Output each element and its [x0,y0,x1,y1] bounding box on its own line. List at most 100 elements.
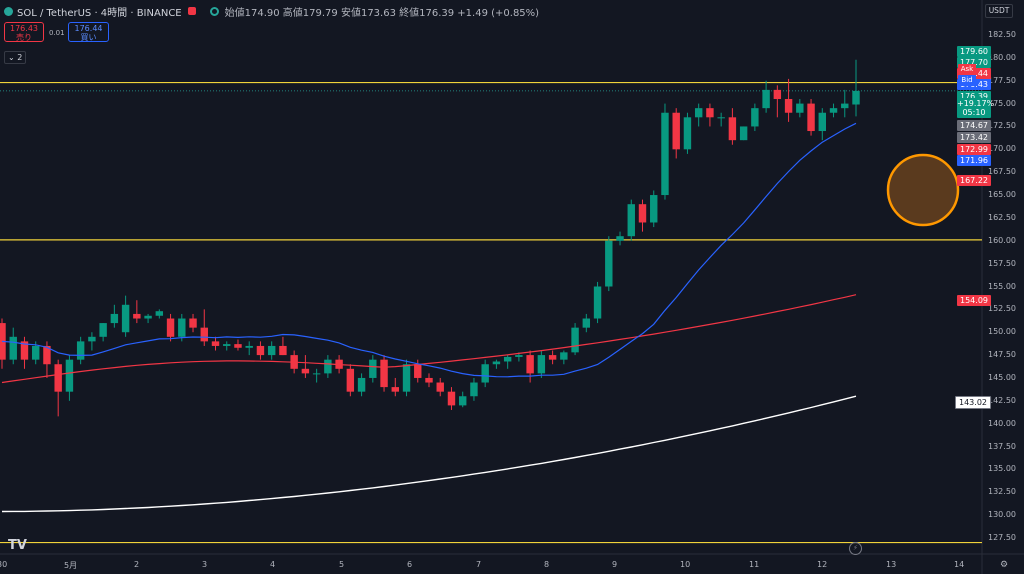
candle [279,345,287,356]
y-tick-label: 182.50 [988,30,1016,39]
x-tick-label: 14 [954,560,965,569]
candle [470,382,478,397]
tradingview-logo: TV [8,538,27,553]
sell-label: 売り [16,33,32,42]
y-tick-label: 140.00 [988,418,1016,428]
candle [99,323,107,337]
price-tag: 174.67 [957,120,991,131]
candle [357,377,366,392]
candle [110,313,119,324]
x-tick-label: 13 [886,560,897,569]
market-status-icon [209,6,219,16]
ma-mid-line [1,294,857,384]
lightning-icon[interactable]: ⚡ [849,542,862,555]
candle [155,311,164,316]
settings-icon[interactable]: ⚙ [1000,560,1009,570]
candle [593,286,602,319]
candle [683,117,692,150]
y-tick-label: 150.00 [988,327,1016,337]
price-tag: 179.60 [957,46,991,57]
indicators-toggle[interactable]: ⌄ 2 [4,51,27,64]
y-tick-label: 165.00 [988,190,1016,200]
candle [852,90,860,105]
candle [526,355,534,374]
x-tick-label: 11 [749,560,760,569]
price-tag: 171.96 [957,155,991,166]
candle [223,344,231,346]
ma-long-line [1,395,857,513]
candle [627,204,635,237]
candle [548,355,557,360]
candle [324,359,332,374]
currency-button[interactable]: USDT [985,4,1013,18]
candle [425,377,433,383]
candle [369,359,377,378]
price-tag: 173.42 [957,132,991,143]
candle [481,364,489,383]
candle [717,117,725,119]
buy-price: 176.44 [74,24,103,33]
sell-button[interactable]: 176.43 売り [4,22,44,42]
indicators-count: 2 [17,53,23,62]
price-tag: 172.99 [957,144,991,155]
candle [245,345,253,348]
candle [166,318,175,337]
y-tick-label: 167.50 [988,167,1016,177]
price-tag: 154.09 [957,295,991,306]
candle [54,364,62,392]
x-tick-label: 10 [680,560,691,569]
candle [178,318,186,337]
candle [76,341,85,360]
y-tick-label: 172.50 [988,121,1016,131]
candle [739,126,748,141]
price-tag: 167.22 [957,175,991,186]
y-tick-label: 127.50 [988,533,1016,542]
y-tick-label: 147.50 [988,350,1016,360]
buy-button[interactable]: 176.44 買い [68,22,109,42]
candle [751,108,759,127]
candle [616,236,624,241]
candle [200,327,208,342]
candle [796,103,804,113]
y-tick-label: 142.50 [988,395,1016,405]
price-tag: 176.39 [957,91,991,102]
candle [582,318,591,328]
candle [88,336,96,342]
y-tick-label: 177.50 [988,75,1016,85]
candle [121,304,130,333]
symbol-title[interactable]: SOL / TetherUS · 4時間 · BINANCE [17,7,182,19]
candle [492,361,501,365]
ohlc-values: 始値174.90 高値179.79 安値173.63 終値176.39 +1.4… [224,7,540,19]
orange-circle-marker [886,153,960,227]
candle [391,387,399,392]
candle [189,318,197,328]
x-tick-label: 8 [544,560,550,569]
candle [515,355,523,357]
x-tick-label: 12 [817,560,828,569]
x-tick-label: 2 [134,560,140,569]
candle [211,341,220,346]
candle [638,204,647,223]
candle [706,108,714,118]
candle [402,364,411,392]
price-tag: 177.70 [957,57,991,68]
x-tick-label: 7 [476,560,482,569]
y-tick-label: 160.00 [988,235,1016,245]
candle [133,313,141,319]
candle [436,382,444,392]
flag-icon[interactable] [187,7,196,15]
y-tick-label: 155.00 [988,281,1016,291]
candle [728,117,737,141]
x-tick-label: 30 [0,560,8,569]
ma-short-line [1,122,857,378]
candle [829,108,838,113]
x-tick-label: 5 [339,560,345,569]
candle [560,352,568,360]
candle [773,89,782,100]
x-tick-label: 3 [202,560,208,569]
candle [65,359,74,392]
candle [661,112,669,196]
last-change-tag: +19.17% [957,98,995,109]
